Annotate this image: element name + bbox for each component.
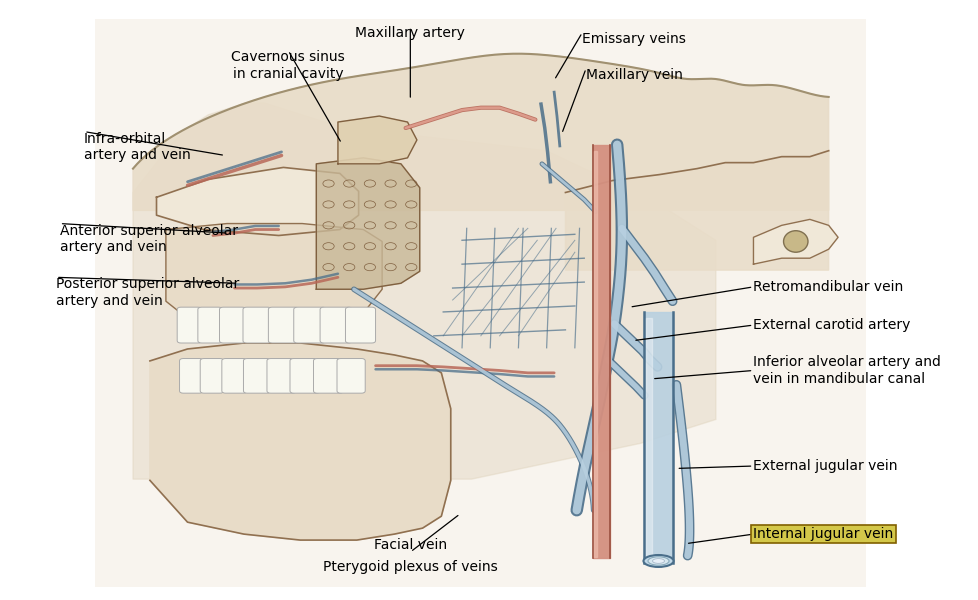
Text: External carotid artery: External carotid artery [753,318,910,332]
Ellipse shape [647,557,668,565]
Text: External jugular vein: External jugular vein [753,459,897,473]
FancyBboxPatch shape [243,307,271,343]
Text: Retromandibular vein: Retromandibular vein [753,280,903,294]
FancyBboxPatch shape [177,307,201,343]
FancyBboxPatch shape [244,359,271,393]
Polygon shape [753,220,837,264]
Ellipse shape [782,231,807,252]
Polygon shape [565,151,827,270]
Polygon shape [156,167,358,236]
Polygon shape [316,158,420,289]
FancyBboxPatch shape [267,359,295,393]
Ellipse shape [651,559,664,563]
Polygon shape [150,343,450,540]
Text: Emissary veins: Emissary veins [582,32,686,46]
FancyBboxPatch shape [313,359,343,393]
Text: Internal jugular vein: Internal jugular vein [753,527,893,541]
Text: Facial vein: Facial vein [374,538,446,552]
FancyBboxPatch shape [345,307,376,343]
FancyBboxPatch shape [268,307,298,343]
Text: Infra-orbital
artery and vein: Infra-orbital artery and vein [84,131,191,162]
FancyBboxPatch shape [200,359,224,393]
FancyBboxPatch shape [293,307,326,343]
Text: Pterygoid plexus of veins: Pterygoid plexus of veins [323,560,497,574]
FancyBboxPatch shape [222,359,247,393]
Polygon shape [337,116,417,164]
FancyBboxPatch shape [179,359,202,393]
Polygon shape [133,103,715,479]
Polygon shape [165,224,381,337]
Polygon shape [133,53,827,211]
Text: Cavernous sinus
in cranial cavity: Cavernous sinus in cranial cavity [231,50,344,80]
FancyBboxPatch shape [289,359,320,393]
FancyBboxPatch shape [219,307,245,343]
Text: Anterior superior alveolar
artery and vein: Anterior superior alveolar artery and ve… [60,224,238,254]
FancyBboxPatch shape [336,359,365,393]
Text: Maxillary artery: Maxillary artery [355,26,465,40]
FancyBboxPatch shape [198,307,222,343]
Text: Maxillary vein: Maxillary vein [586,68,683,82]
Text: Posterior superior alveolar
artery and vein: Posterior superior alveolar artery and v… [56,277,239,308]
FancyBboxPatch shape [320,307,352,343]
Text: Inferior alveolar artery and
vein in mandibular canal: Inferior alveolar artery and vein in man… [753,355,941,386]
Ellipse shape [643,555,673,567]
Polygon shape [95,19,866,587]
